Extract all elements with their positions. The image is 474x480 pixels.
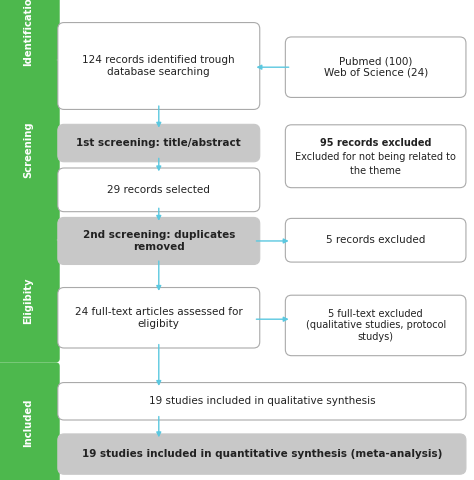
Text: Eligibity: Eligibity <box>23 278 33 324</box>
FancyBboxPatch shape <box>58 217 260 264</box>
Text: 124 records identified trough
database searching: 124 records identified trough database s… <box>82 55 235 77</box>
FancyBboxPatch shape <box>285 218 466 262</box>
Text: the theme: the theme <box>350 167 401 176</box>
Text: 24 full-text articles assessed for
eligibity: 24 full-text articles assessed for eligi… <box>75 307 243 329</box>
FancyBboxPatch shape <box>58 168 260 212</box>
Text: 95 records excluded: 95 records excluded <box>320 138 431 147</box>
FancyBboxPatch shape <box>285 125 466 188</box>
FancyBboxPatch shape <box>58 434 466 474</box>
Text: 1st screening: title/abstract: 1st screening: title/abstract <box>76 138 241 148</box>
FancyBboxPatch shape <box>58 23 260 109</box>
Text: Included: Included <box>23 399 33 447</box>
Text: Excluded for not being related to: Excluded for not being related to <box>295 152 456 162</box>
FancyBboxPatch shape <box>0 0 60 60</box>
FancyBboxPatch shape <box>285 37 466 97</box>
Text: 5 full-text excluded
(qualitative studies, protocol
studys): 5 full-text excluded (qualitative studie… <box>306 309 446 342</box>
Text: 19 studies included in qualitative synthesis: 19 studies included in qualitative synth… <box>148 396 375 406</box>
Text: 5 records excluded: 5 records excluded <box>326 235 425 245</box>
Text: Identification: Identification <box>23 0 33 66</box>
Text: 2nd screening: duplicates
removed: 2nd screening: duplicates removed <box>82 230 235 252</box>
FancyBboxPatch shape <box>58 383 466 420</box>
Text: Pubmed (100)
Web of Science (24): Pubmed (100) Web of Science (24) <box>324 56 428 78</box>
Text: 29 records selected: 29 records selected <box>107 185 210 195</box>
Text: Screening: Screening <box>23 122 33 178</box>
Text: 19 studies included in quantitative synthesis (meta-analysis): 19 studies included in quantitative synt… <box>82 449 442 459</box>
FancyBboxPatch shape <box>0 60 60 240</box>
FancyBboxPatch shape <box>0 362 60 480</box>
FancyBboxPatch shape <box>58 124 260 162</box>
FancyBboxPatch shape <box>0 240 60 362</box>
FancyBboxPatch shape <box>58 288 260 348</box>
FancyBboxPatch shape <box>285 295 466 356</box>
